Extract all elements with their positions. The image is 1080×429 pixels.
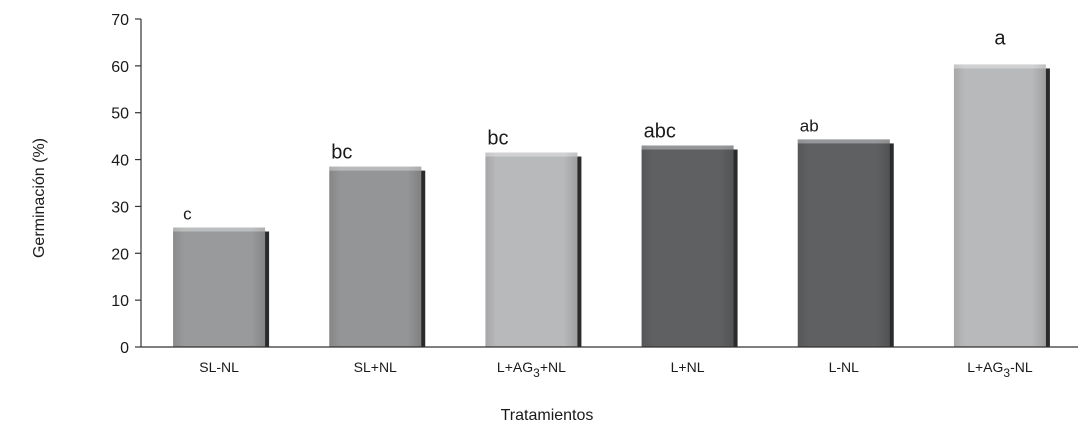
y-tick-label: 50 [111, 106, 129, 123]
bar-top-bevel [173, 227, 266, 232]
significance-letter: bc [487, 128, 508, 150]
significance-letter: c [183, 205, 192, 224]
bar-top-bevel [641, 145, 734, 150]
bar-shading [485, 152, 578, 347]
bar-top-bevel [329, 166, 422, 171]
bar-top-bevel [797, 139, 890, 144]
y-tick-label: 10 [111, 293, 129, 310]
significance-letters: c bc bc abc ab a [183, 27, 1006, 223]
bar-top-bevel [953, 64, 1046, 69]
bar-shading [953, 64, 1046, 348]
y-tick-label: 60 [111, 59, 129, 76]
significance-letter: abc [644, 121, 676, 143]
x-tick-label: L-NL [829, 359, 860, 375]
x-tick-label: L+NL [671, 359, 705, 375]
significance-letter: ab [800, 116, 819, 135]
y-tick-label: 0 [120, 340, 129, 357]
y-axis-title: Germinación (%) [31, 138, 48, 258]
bar-top-bevel [485, 152, 578, 157]
x-axis-title: Tratamientos [501, 407, 594, 424]
x-tick-label: SL-NL [199, 359, 239, 375]
y-tick-label: 70 [111, 12, 129, 29]
significance-letter: bc [331, 142, 352, 164]
bar-shading [797, 139, 890, 347]
significance-letter: a [994, 27, 1006, 49]
x-tick-label: L+AG3-NL [967, 359, 1033, 380]
x-tick-label: L+AG3+NL [497, 359, 566, 380]
y-tick-label: 40 [111, 153, 129, 170]
x-axis-tick-labels: SL-NL SL+NL L+AG3+NL L+NL L-NL L+AG3-NL [199, 359, 1033, 380]
bars-group [173, 64, 1050, 348]
y-tick-label: 20 [111, 246, 129, 263]
x-tick-label: SL+NL [354, 359, 397, 375]
bar-shading [173, 227, 266, 347]
bar-shading [641, 145, 734, 347]
y-tick-label: 30 [111, 199, 129, 216]
bar-shading [329, 166, 422, 347]
y-axis-ticks: 0 10 20 30 40 50 60 70 [111, 12, 141, 357]
axes-lines [140, 19, 1078, 348]
